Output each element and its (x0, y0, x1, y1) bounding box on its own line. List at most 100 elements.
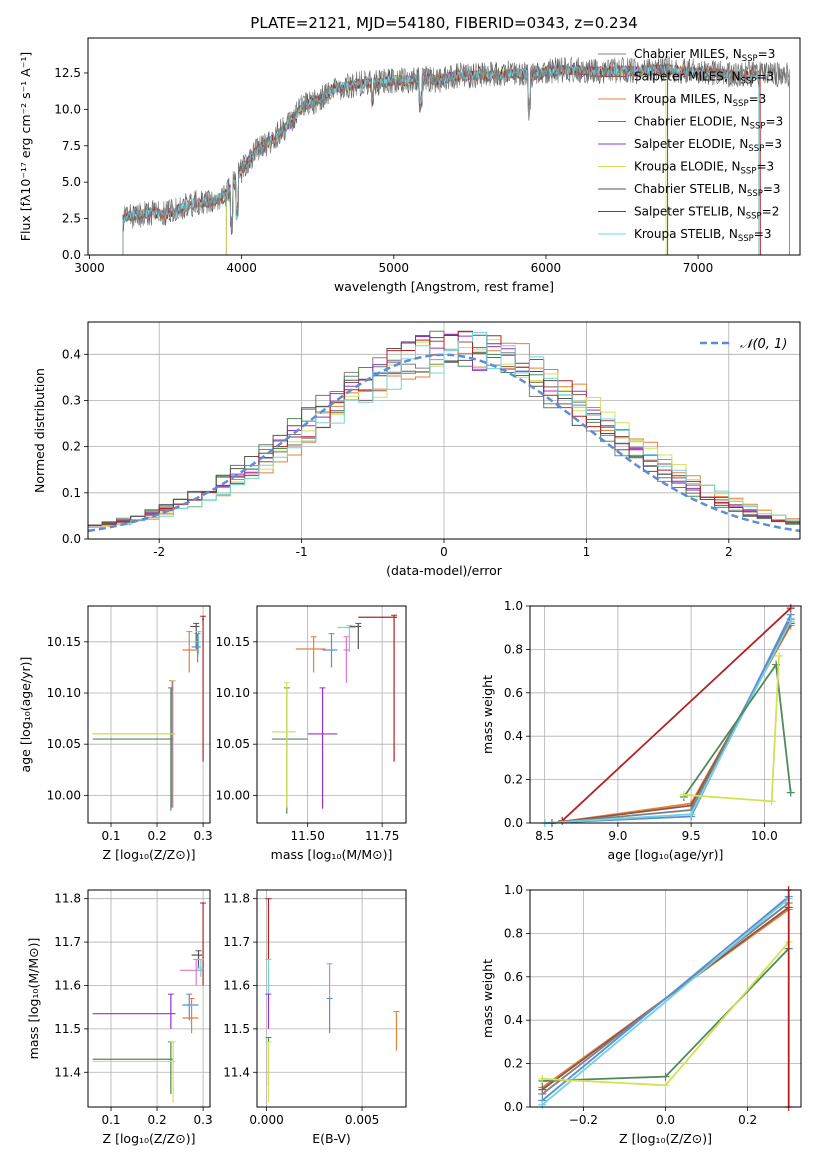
x-axis-label: mass [log₁₀(M/M⊙)] (271, 847, 393, 862)
y-tick-label: 11.8 (223, 892, 250, 906)
y-tick-label: 11.4 (223, 1065, 250, 1079)
histogram-step (88, 331, 800, 539)
legend-sub: SSP (741, 167, 757, 177)
y-tick-label: 1.0 (504, 883, 523, 897)
y-tick-label: 0.4 (504, 1013, 523, 1027)
histogram-lines (88, 330, 800, 539)
y-tick-label: 10.0 (54, 102, 81, 116)
mass_vs_EBV-axes: 0.000 0.005 11.4 11.5 11.6 11.7 11.8 E(B-V) (223, 889, 407, 1146)
chart-panels: 3000 4000 5000 6000 70000.02.55.07.510.012.5… (18, 37, 802, 1146)
legend-suffix: =3 (749, 92, 767, 106)
y-tick-label: 0.2 (504, 773, 523, 787)
x-tick-label: 4000 (226, 261, 257, 275)
legend-label: Kroupa STELIB, NSSP=3 (634, 227, 772, 244)
y-tick-label: 11.6 (54, 978, 81, 992)
x-tick-label: 7000 (683, 261, 714, 275)
x-tick-label: 9.5 (682, 829, 701, 843)
x-axis-label: Z [log₁₀(Z/Z⊙)] (103, 1131, 196, 1146)
y-tick-label: 11.8 (54, 892, 81, 906)
y-tick-label: 12.5 (54, 66, 81, 80)
x-axis-label: Z [log₁₀(Z/Z⊙)] (103, 847, 196, 862)
mass_vs_EBV-points (265, 898, 400, 1103)
x-tick-label: −0.2 (569, 1113, 598, 1127)
x-tick-label: 8.5 (535, 829, 554, 843)
y-tick-label: 0.6 (504, 686, 523, 700)
y-tick-label: 0.0 (62, 248, 81, 262)
x-tick-label: 0 (440, 545, 448, 559)
y-tick-label: 11.5 (54, 1022, 81, 1036)
legend-sub: SSP (733, 99, 749, 109)
legend-label: 𝒩(0, 1) (740, 337, 787, 352)
spectrum-series-line (225, 63, 669, 255)
x-tick-label: 5000 (379, 261, 410, 275)
x-tick-label: -1 (296, 545, 308, 559)
legend-label: Kroupa MILES, NSSP=3 (634, 92, 766, 109)
y-tick-label: 0.2 (62, 440, 81, 454)
weight-line (541, 895, 790, 1102)
x-tick-label: 0.000 (249, 1113, 283, 1127)
spectrum-series-line (225, 63, 669, 255)
x-axis-label: Z [log₁₀(Z/Z⊙)] (619, 1131, 712, 1146)
y-tick-label: 0.1 (62, 486, 81, 500)
x-tick-label: 0.2 (148, 1113, 167, 1127)
mass_vs_Z-points (92, 902, 207, 1103)
age_vs_mass-axes: 11.50 11.75 10.00 10.05 10.10 10.15 mass [log₁… (216, 605, 407, 862)
legend-suffix: =3 (756, 70, 774, 84)
x-axis-label: age [log₁₀(age/yr)] (608, 847, 724, 862)
x-tick-label: 0.005 (345, 1113, 379, 1127)
spectrum-axes: 3000 4000 5000 6000 7000 0.0 2.5 5.0 7.5 10.0 12.5… (18, 37, 801, 294)
y-tick-label: 10.00 (47, 788, 81, 802)
spectrum-series-line (122, 56, 790, 255)
legend-sub: SSP (746, 212, 762, 222)
x-tick-label: 3000 (74, 261, 105, 275)
spectrum-legend: Chabrier MILES, NSSP=3 Salpeter MILES, NS… (598, 47, 783, 244)
x-tick-label: 9.0 (608, 829, 627, 843)
y-tick-label: 2.5 (62, 212, 81, 226)
legend-suffix: =2 (762, 205, 780, 219)
age_vs_Z-axes: 0.1 0.2 0.3 10.00 10.05 10.10 10.15 Z [log₁₀(Z/… (18, 605, 213, 862)
y-tick-label: 10.15 (47, 635, 81, 649)
y-tick-label: 1.0 (504, 599, 523, 613)
y-tick-label: 5.0 (62, 175, 81, 189)
legend-label: Chabrier ELODIE, NSSP=3 (634, 115, 783, 132)
axes-frame (529, 889, 802, 1108)
y-axis-label: mass [log₁₀(M/M⊙)] (26, 938, 41, 1060)
y-axis-label: Normed distribution (32, 368, 47, 493)
x-axis-label: E(B-V) (312, 1131, 351, 1146)
legend-label: Salpeter MILES, NSSP=3 (634, 70, 774, 87)
x-axis-label: (data-model)/error (386, 563, 503, 578)
x-tick-label: 0.3 (194, 1113, 213, 1127)
y-tick-label: 10.05 (216, 737, 250, 751)
figure-title: PLATE=2121, MJD=54180, FIBERID=0343, z=0… (250, 14, 637, 32)
x-tick-label: 0.2 (738, 1113, 757, 1127)
x-tick-label: 11.50 (290, 829, 324, 843)
legend-sub: SSP (741, 77, 757, 87)
y-tick-label: 0.6 (504, 970, 523, 984)
weight_vs_Z-axes: −0.2 0.0 0.2 0.0 0.2 0.4 0.6 0.8 1.0 Z [log₁₀(Z/Z… (480, 883, 802, 1146)
y-tick-label: 0.0 (62, 532, 81, 546)
x-tick-label: 1 (583, 545, 591, 559)
legend-suffix: =3 (766, 115, 784, 129)
x-tick-label: 0.1 (101, 829, 120, 843)
y-tick-label: 10.10 (216, 686, 250, 700)
y-tick-label: 0.4 (62, 347, 81, 361)
x-tick-label: 0.2 (148, 829, 167, 843)
legend-suffix: =3 (763, 182, 781, 196)
x-tick-label: 0.1 (101, 1113, 120, 1127)
y-tick-label: 0.8 (504, 926, 523, 940)
y-tick-label: 11.6 (223, 978, 250, 992)
y-axis-label: Flux [fλ10⁻¹⁷ erg cm⁻² s⁻¹ A⁻¹] (18, 52, 33, 241)
axes-frame (529, 605, 802, 824)
y-tick-label: 11.7 (223, 935, 250, 949)
weight_vs_age-lines (540, 604, 795, 827)
y-tick-label: 10.15 (216, 635, 250, 649)
weight_vs_Z-lines (538, 886, 793, 1111)
y-axis-label: age [log₁₀(age/yr)] (18, 657, 33, 773)
normal-curve (88, 353, 800, 533)
y-tick-label: 0.0 (504, 816, 523, 830)
axes-frame (256, 605, 407, 824)
legend-sub: SSP (738, 234, 754, 244)
weight-line (541, 898, 790, 1106)
mass_vs_Z-axes: 0.1 0.2 0.3 11.4 11.5 11.6 11.7 11.8 Z [log₁₀(Z/… (26, 889, 213, 1146)
